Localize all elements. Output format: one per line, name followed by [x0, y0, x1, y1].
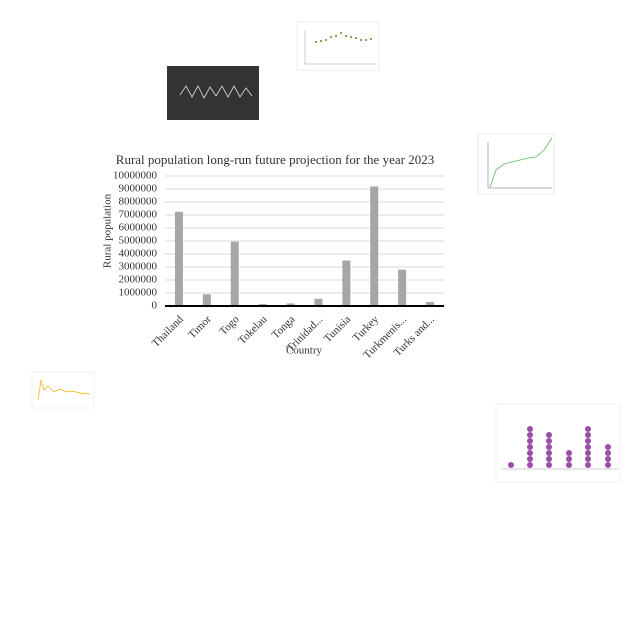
- y-tick-label: 6000000: [119, 222, 158, 234]
- bar: [398, 269, 407, 306]
- thumbnail-yellow-line: [31, 371, 95, 409]
- y-axis-label: Rural population: [102, 193, 114, 268]
- x-tick-label: Togo: [217, 313, 242, 338]
- y-tick-label: 1000000: [119, 287, 158, 299]
- bar: [342, 260, 351, 306]
- y-tick-label: 5000000: [119, 235, 158, 247]
- bar: [314, 298, 323, 306]
- bar: [174, 211, 183, 306]
- thumbnail-scatter: [296, 21, 380, 71]
- bar: [370, 186, 379, 306]
- bar: [426, 302, 435, 306]
- y-tick-label: 2000000: [119, 274, 158, 286]
- y-tick-label: 8000000: [119, 196, 158, 208]
- bar: [202, 294, 211, 306]
- x-tick-label: Tunisia: [322, 313, 354, 345]
- thumbnail-line: [477, 133, 555, 195]
- y-tick-label: 9000000: [119, 183, 158, 195]
- x-axis-label: Country: [286, 345, 323, 357]
- chart-title: Rural population long-run future project…: [116, 152, 434, 167]
- bar: [230, 241, 239, 306]
- thumbnail-dark-line: [167, 66, 259, 120]
- bar: [286, 303, 295, 306]
- x-tick-label: Tokelau: [236, 313, 270, 347]
- y-tick-label: 0: [152, 300, 158, 312]
- y-tick-label: 4000000: [119, 248, 158, 260]
- y-tick-label: 7000000: [119, 209, 158, 221]
- x-tick-label: Thailand: [150, 313, 186, 349]
- thumbnail-dot-plot: [495, 403, 621, 483]
- y-tick-label: 10000000: [113, 170, 158, 182]
- x-tick-label: Timor: [186, 313, 214, 341]
- y-tick-label: 3000000: [119, 261, 158, 273]
